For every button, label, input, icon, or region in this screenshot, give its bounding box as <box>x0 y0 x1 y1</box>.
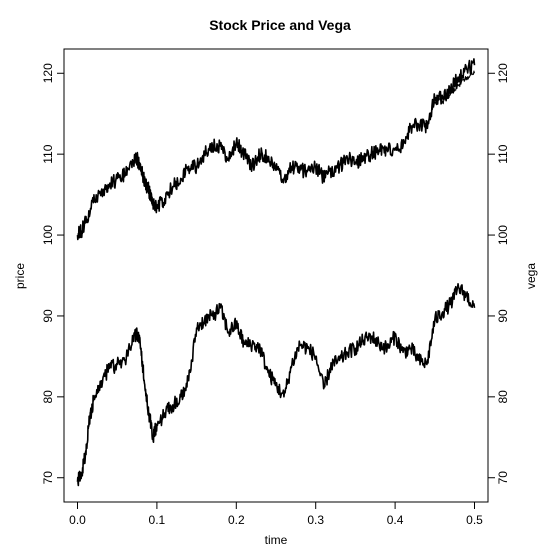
y2-tick-label: 70 <box>496 471 510 485</box>
y2-axis-label: vega <box>524 263 538 289</box>
y2-tick-label: 110 <box>496 144 510 163</box>
y-tick-label: 120 <box>41 63 55 83</box>
y-tick-label: 70 <box>41 471 55 485</box>
y-axis-label: price <box>13 263 27 289</box>
y-tick-label: 110 <box>41 144 55 163</box>
y-tick-label: 80 <box>41 390 55 404</box>
plot-frame <box>63 48 489 503</box>
series-layer <box>76 58 476 487</box>
series-line-2 <box>426 70 475 127</box>
y-tick-label: 90 <box>41 309 55 323</box>
x-axis-label: time <box>265 533 288 547</box>
x-tick-label: 0.4 <box>387 513 404 527</box>
axes-layer: 0.0 0.1 0.2 0.3 0.4 0.5 70 80 90 100 110 120 70 80 90 1… <box>41 63 510 527</box>
series-line-1 <box>76 58 476 241</box>
x-tick-label: 0.0 <box>69 513 86 527</box>
series-line-3 <box>76 283 476 487</box>
x-tick-label: 0.3 <box>307 513 324 527</box>
x-tick-label: 0.2 <box>228 513 245 527</box>
y2-tick-label: 90 <box>496 309 510 323</box>
y-tick-label: 100 <box>41 225 55 245</box>
y2-tick-label: 80 <box>496 390 510 404</box>
x-tick-label: 0.5 <box>466 513 483 527</box>
y2-tick-label: 120 <box>496 63 510 83</box>
chart-title: Stock Price and Vega <box>209 17 351 33</box>
y2-tick-label: 100 <box>496 225 510 245</box>
x-tick-label: 0.1 <box>149 513 166 527</box>
